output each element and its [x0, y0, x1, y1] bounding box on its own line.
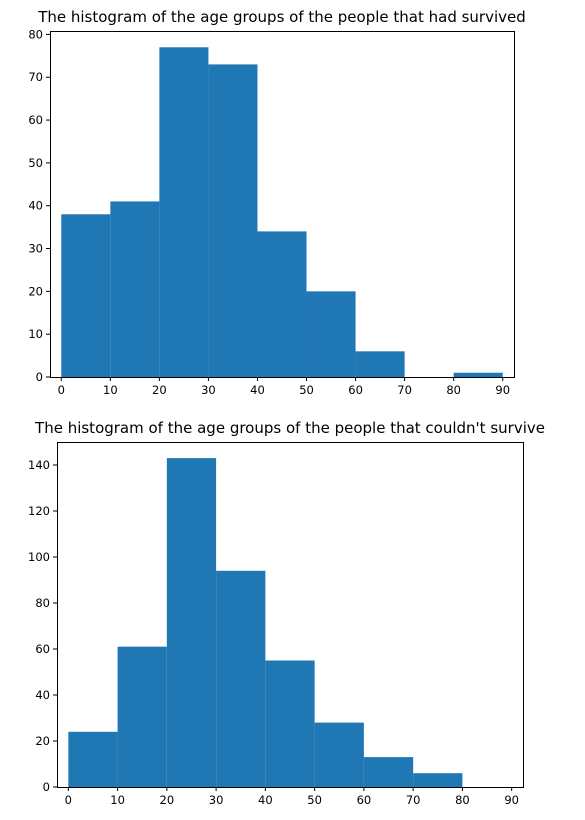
- y-axis: 0 20 40 60 80 100 120 140: [28, 458, 57, 794]
- chart-not-survived: The histogram of the age groups of the p…: [28, 419, 545, 807]
- histogram-bar: [208, 64, 258, 377]
- y-tick-label: 100: [28, 550, 50, 564]
- chart-survived: The histogram of the age groups of the p…: [28, 8, 525, 397]
- x-tick-label: 40: [250, 383, 265, 397]
- x-axis: 0 10 20 30 40 50 60 70 80 90: [65, 787, 519, 807]
- histogram-bar: [117, 646, 167, 787]
- y-tick-label: 80: [35, 596, 50, 610]
- chart-title: The histogram of the age groups of the p…: [34, 419, 545, 437]
- y-tick-label: 140: [28, 458, 50, 472]
- histogram-bar: [265, 660, 315, 787]
- x-tick-label: 90: [495, 383, 510, 397]
- x-tick-label: 60: [348, 383, 363, 397]
- x-tick-label: 10: [103, 383, 118, 397]
- x-tick-label: 50: [307, 793, 322, 807]
- y-tick-label: 60: [35, 642, 50, 656]
- x-tick-label: 30: [209, 793, 224, 807]
- histogram-bar: [413, 773, 463, 787]
- chart-title: The histogram of the age groups of the p…: [37, 8, 526, 26]
- plot-frame: [50, 31, 515, 378]
- y-tick-label: 30: [28, 242, 43, 256]
- histogram-bar: [314, 722, 364, 787]
- x-tick-label: 20: [152, 383, 167, 397]
- y-tick-label: 40: [35, 688, 50, 702]
- y-tick-label: 70: [28, 70, 43, 84]
- histogram-bar: [110, 201, 160, 377]
- x-tick-label: 50: [299, 383, 314, 397]
- x-tick-label: 30: [201, 383, 216, 397]
- histogram-bar: [216, 570, 266, 787]
- bars: [68, 458, 463, 787]
- histogram-bar: [306, 291, 356, 377]
- x-tick-label: 10: [110, 793, 125, 807]
- y-tick-label: 40: [28, 199, 43, 213]
- histogram-bar: [166, 458, 217, 787]
- x-tick-label: 70: [406, 793, 421, 807]
- y-tick-label: 50: [28, 156, 43, 170]
- histogram-bar: [363, 757, 414, 787]
- x-tick-label: 80: [455, 793, 470, 807]
- y-axis: 0 10 20 30 40 50 60 70 80: [28, 27, 50, 384]
- y-tick-label: 0: [36, 370, 43, 384]
- histogram-bar: [257, 231, 307, 377]
- y-tick-label: 80: [28, 27, 43, 41]
- x-tick-label: 70: [397, 383, 412, 397]
- x-tick-label: 0: [58, 383, 65, 397]
- y-tick-label: 60: [28, 113, 43, 127]
- y-tick-label: 120: [28, 504, 50, 518]
- y-tick-label: 20: [28, 284, 43, 298]
- x-tick-label: 0: [65, 793, 72, 807]
- y-tick-label: 10: [28, 327, 43, 341]
- plot-frame: [57, 442, 524, 788]
- histogram-bar: [355, 351, 405, 377]
- histogram-bar: [159, 47, 209, 377]
- y-tick-label: 20: [35, 734, 50, 748]
- x-tick-label: 80: [446, 383, 461, 397]
- x-tick-label: 20: [160, 793, 175, 807]
- histogram-bar: [68, 731, 118, 787]
- x-axis: 0 10 20 30 40 50 60 70 80 90: [58, 377, 510, 397]
- x-tick-label: 40: [258, 793, 273, 807]
- bars: [61, 47, 503, 377]
- x-tick-label: 60: [357, 793, 372, 807]
- x-tick-label: 90: [504, 793, 519, 807]
- histogram-bar: [453, 372, 503, 377]
- y-tick-label: 0: [43, 780, 50, 794]
- histogram-bar: [61, 214, 111, 377]
